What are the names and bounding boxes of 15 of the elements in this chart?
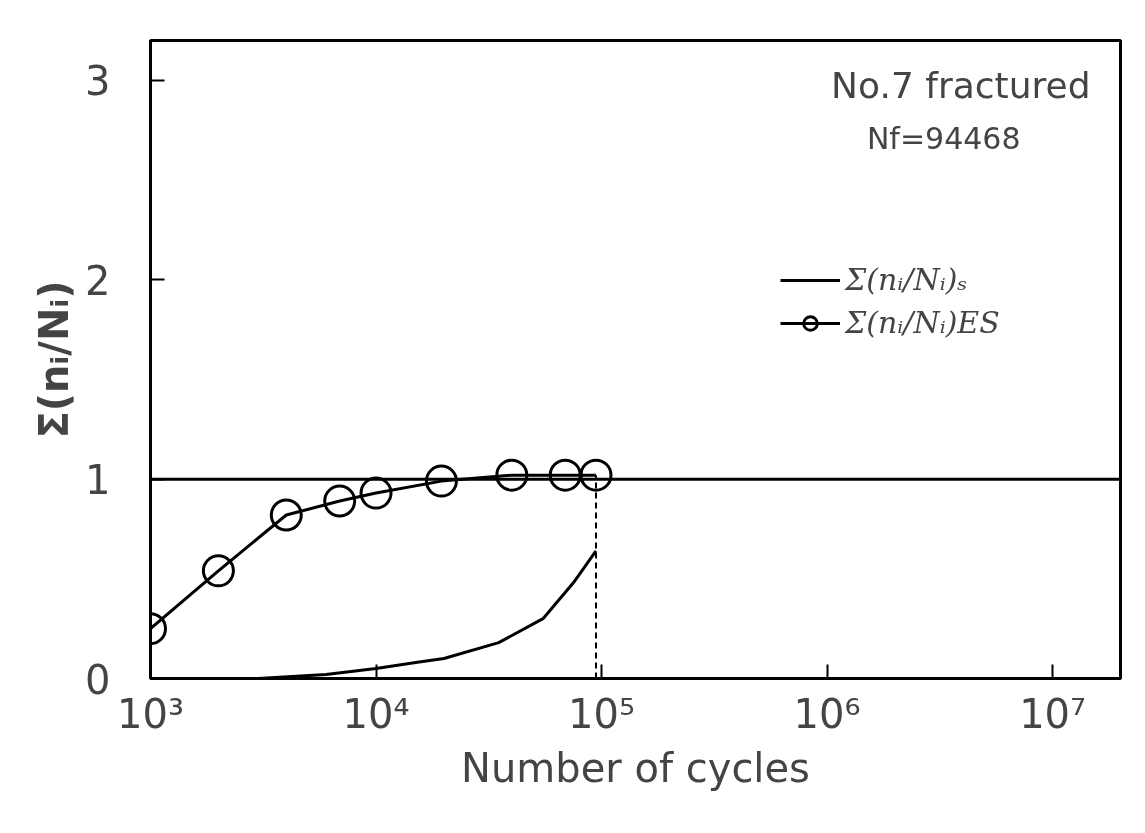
y-axis-title: Σ(nᵢ/Nᵢ) xyxy=(31,280,78,439)
x-tick-label: 10⁵ xyxy=(568,690,636,737)
x-tick-label: 10⁴ xyxy=(342,690,410,737)
x-tick-label: 10³ xyxy=(117,690,184,737)
legend-label: Σ(nᵢ/Nᵢ)ₛ xyxy=(845,262,968,297)
x-axis-title: Number of cycles xyxy=(461,744,810,791)
x-tick-label: 10⁷ xyxy=(1019,690,1087,737)
x-tick-label: 10⁶ xyxy=(793,690,861,737)
y-tick-label: 2 xyxy=(85,257,111,304)
y-tick-label: 0 xyxy=(85,656,111,703)
annotation: No.7 fractured xyxy=(831,64,1091,106)
y-tick-label: 1 xyxy=(85,457,111,504)
annotation: Nf=94468 xyxy=(866,120,1021,156)
legend-label: Σ(nᵢ/Nᵢ)ES xyxy=(845,305,1000,340)
y-tick-label: 3 xyxy=(85,58,111,105)
